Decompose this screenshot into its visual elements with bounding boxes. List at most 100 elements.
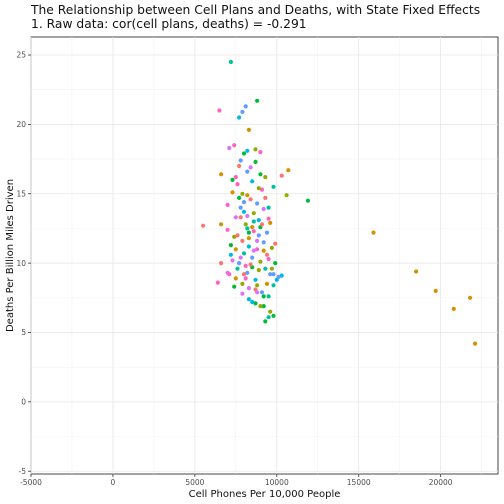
data-point	[286, 168, 291, 173]
data-point	[256, 233, 261, 238]
data-point	[266, 294, 271, 299]
data-point	[253, 159, 258, 164]
data-point	[273, 241, 278, 246]
data-point	[243, 263, 248, 268]
data-point	[246, 127, 251, 132]
data-point	[266, 205, 271, 210]
data-point	[217, 108, 222, 113]
data-point	[414, 269, 419, 274]
data-point	[468, 295, 473, 300]
data-point	[246, 244, 251, 249]
x-tick-label: 0	[111, 478, 116, 487]
data-point	[266, 256, 271, 262]
data-point	[255, 247, 260, 252]
x-tick-label: 15000	[347, 478, 371, 487]
data-point	[251, 229, 256, 234]
data-point	[233, 175, 238, 180]
y-tick-label: 20	[16, 120, 26, 129]
plot-panel	[30, 36, 499, 475]
data-point	[233, 215, 238, 220]
data-point	[245, 270, 250, 275]
data-point	[271, 272, 276, 277]
data-point	[243, 222, 248, 227]
data-point	[253, 277, 258, 282]
data-point	[276, 274, 281, 280]
data-point	[279, 273, 284, 278]
data-point	[255, 290, 260, 295]
data-point	[245, 148, 250, 153]
data-point	[238, 158, 243, 163]
data-point	[232, 234, 237, 239]
data-point	[261, 304, 266, 309]
data-point	[259, 187, 265, 192]
data-point	[269, 245, 274, 250]
data-point	[258, 259, 263, 264]
data-point	[225, 227, 230, 232]
y-tick-label: 15	[16, 189, 26, 198]
data-point	[261, 248, 266, 253]
data-point	[305, 198, 310, 203]
chart-title: The Relationship between Cell Plans and …	[31, 3, 481, 17]
y-axis-title: Deaths Per Billion Miles Driven	[5, 179, 16, 332]
data-point	[266, 216, 271, 221]
data-point	[241, 151, 247, 156]
data-point	[228, 252, 233, 257]
data-point	[230, 258, 235, 263]
major-grid	[30, 37, 498, 474]
data-point	[248, 165, 253, 170]
data-point	[228, 243, 233, 248]
data-point	[261, 240, 266, 245]
data-point	[269, 266, 274, 271]
data-point	[255, 98, 260, 103]
data-point	[261, 294, 266, 299]
data-point	[251, 211, 256, 216]
data-point	[271, 313, 276, 318]
data-point	[258, 304, 263, 309]
data-point	[284, 193, 289, 198]
data-point	[266, 315, 271, 320]
data-point	[255, 238, 260, 243]
data-point	[238, 205, 243, 210]
data-point	[251, 248, 256, 253]
data-point	[233, 247, 238, 252]
data-point	[240, 281, 245, 286]
data-point	[255, 283, 260, 288]
x-tick-label: 10000	[265, 478, 289, 487]
y-tick-label: 25	[16, 51, 26, 60]
data-point	[253, 147, 258, 152]
data-point	[273, 261, 278, 266]
data-point	[371, 230, 376, 235]
data-point	[264, 252, 270, 257]
data-point	[268, 220, 273, 225]
data-point	[279, 173, 284, 178]
data-point	[237, 163, 242, 169]
data-point	[246, 236, 251, 241]
data-point	[245, 213, 250, 219]
data-point	[263, 175, 268, 180]
data-point	[235, 233, 240, 238]
data-point	[250, 225, 255, 230]
data-point	[253, 301, 258, 306]
data-point	[243, 276, 248, 281]
data-point	[268, 309, 273, 314]
x-tick-label: -5000	[20, 478, 42, 487]
data-point	[238, 255, 243, 260]
x-tick-label: 20000	[429, 478, 453, 487]
data-point	[263, 266, 268, 271]
data-point	[256, 218, 261, 223]
data-point	[201, 223, 206, 228]
data-point	[240, 291, 245, 296]
data-point	[264, 230, 270, 235]
data-point	[219, 222, 224, 227]
data-point	[268, 272, 273, 277]
x-axis-ticks: -5000 0 5000 10000 15000 20000	[20, 474, 453, 487]
data-point	[230, 177, 235, 182]
data-point	[241, 200, 247, 205]
data-point	[225, 202, 230, 207]
data-point	[241, 251, 247, 256]
data-point	[215, 280, 220, 285]
data-point	[258, 150, 263, 155]
data-point	[241, 272, 247, 277]
data-point	[238, 215, 243, 220]
data-point	[250, 299, 255, 305]
